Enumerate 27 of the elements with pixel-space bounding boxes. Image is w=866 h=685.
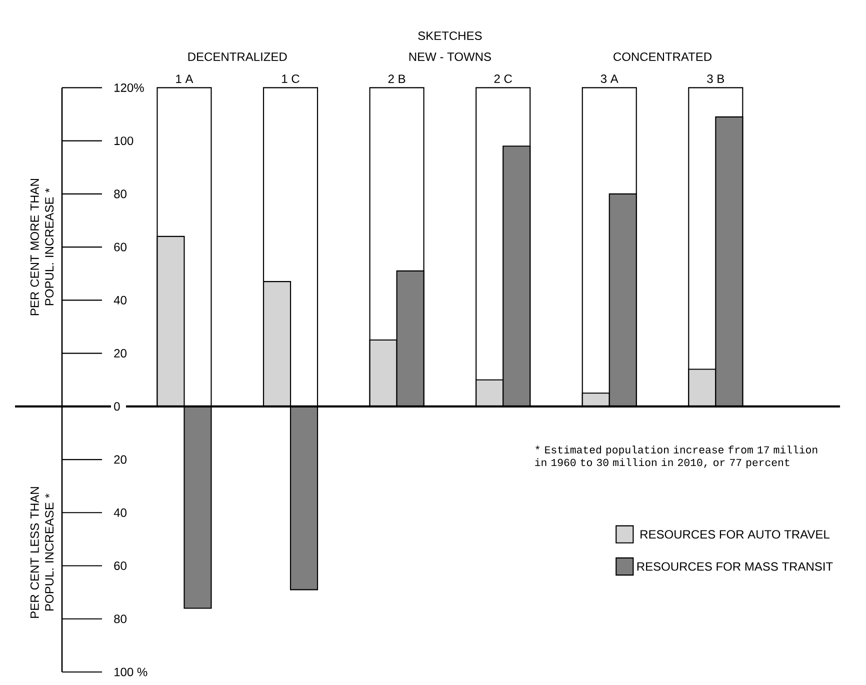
y-tick-label: 60	[114, 242, 126, 252]
text: CONCENTRATED	[614, 52, 712, 61]
x-tick-label: 3 A	[600, 74, 618, 83]
x-tick-label: 2 B	[388, 74, 406, 83]
y-tick-label: 100	[114, 136, 134, 146]
y-tick-label: 60	[114, 562, 126, 570]
annotation: * Estimated population increase from 17 million in 1960 to 30 million in 2010, or 77 percent	[535, 446, 818, 468]
legend-label: RESOURCES FOR MASS TRANSIT	[637, 562, 833, 571]
legend-label: RESOURCES FOR AUTO TRAVEL	[640, 530, 830, 539]
y-tick-label: 120%	[114, 83, 144, 92]
y-tick-label: 20	[114, 455, 126, 464]
y-tick-label: 20	[114, 349, 126, 358]
y-tick-label: 100 %	[114, 668, 148, 676]
y-tick-label: 40	[114, 296, 126, 304]
y-tick-label: 0	[114, 402, 120, 411]
text: NEW - TOWNS	[409, 52, 491, 61]
text: PER CENT MORE THAN POPUL. INCREASE *	[30, 179, 54, 316]
x-tick-label: 3 B	[707, 74, 724, 83]
x-tick-label: 1 A	[176, 74, 194, 83]
y-tick-label: 80	[114, 190, 126, 198]
text: DECENTRALIZED	[188, 52, 287, 61]
chart-title: SKETCHES	[418, 31, 482, 40]
text: PER CENT LESS THAN POPUL. INCREASE *	[30, 487, 54, 618]
y-tick-label: 40	[114, 508, 126, 517]
y-tick-label: 80	[114, 614, 126, 624]
x-tick-label: 2 C	[494, 74, 512, 83]
x-tick-label: 1 C	[282, 74, 300, 83]
